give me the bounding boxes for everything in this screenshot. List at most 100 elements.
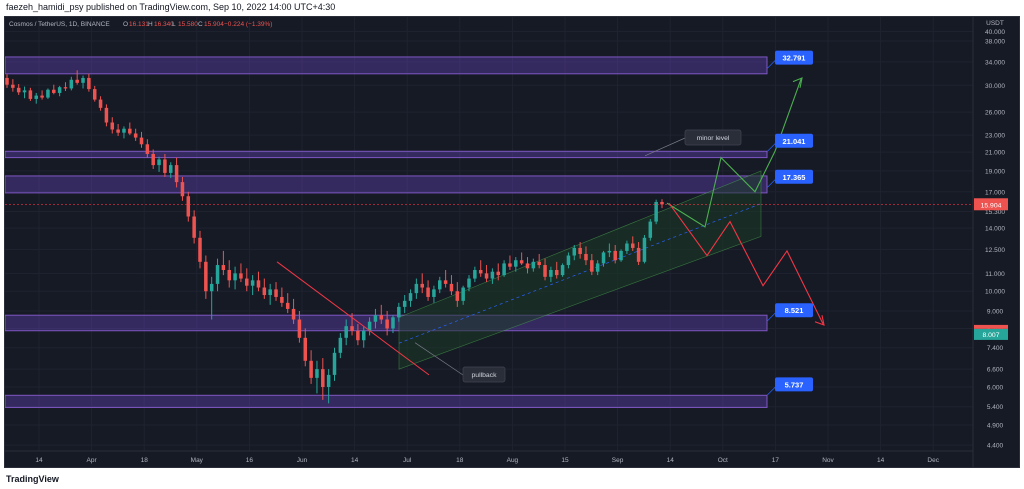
candle-body — [449, 283, 454, 292]
level-tag-label: 21.041 — [783, 137, 806, 146]
legend-o-label: O — [123, 21, 128, 28]
ohlc-legend: Cosmos / TetherUS, 1D, BINANCE O 16.131 … — [9, 21, 272, 28]
candle-body — [215, 265, 220, 284]
candle-body — [98, 99, 103, 108]
candle-body — [321, 369, 325, 387]
candle-body — [151, 153, 155, 166]
level-tag-box — [775, 50, 813, 65]
candle-body — [122, 128, 126, 133]
support-resistance-zones — [4, 56, 768, 408]
candle-body — [537, 261, 541, 266]
candle-body — [28, 90, 33, 99]
footer-bar: TradingView — [0, 470, 1024, 489]
candle-body — [461, 287, 465, 301]
candle-body — [262, 287, 267, 296]
candle-body — [116, 129, 120, 133]
candle-body — [654, 201, 658, 222]
tradingview-logo[interactable]: TradingView — [6, 474, 59, 484]
bullish-arrowhead — [792, 77, 803, 88]
x-tick-label: Apr — [87, 457, 98, 464]
candle-body — [566, 255, 571, 266]
channel-midline — [398, 203, 762, 344]
candle-body — [361, 330, 366, 341]
candle-body — [110, 122, 115, 130]
candle-body — [133, 133, 138, 138]
candle-body — [379, 315, 384, 320]
candle-body — [34, 95, 38, 99]
level-tag-label: 8.521 — [785, 306, 804, 315]
publisher-text: faezeh_hamidi_psy published on TradingVi… — [6, 2, 336, 12]
candle-body — [432, 289, 436, 297]
legend-h-label: H — [148, 21, 153, 28]
currency-label: USDT — [986, 20, 1004, 27]
candle-body — [619, 250, 623, 261]
price-chart[interactable]: minor level pullback 32.791 21.041 17.365 8.… — [4, 17, 1019, 467]
bearish-arrowhead — [814, 315, 825, 326]
candle-body — [391, 317, 395, 329]
x-tick-label: Oct — [718, 457, 728, 464]
candle-body — [57, 87, 62, 93]
level-tag-label: 17.365 — [783, 173, 806, 182]
candle-body — [484, 273, 489, 279]
candle-body — [607, 250, 612, 253]
candle-body — [22, 90, 27, 93]
y-tick-label: 40.000 — [985, 29, 1005, 36]
x-tick-label: Sep — [612, 457, 624, 464]
candle-body — [16, 87, 21, 93]
grid-lines — [5, 17, 973, 451]
x-tick-label: Dec — [927, 457, 939, 464]
candle-body — [613, 250, 617, 261]
candle-body — [280, 296, 284, 303]
candle-body — [274, 289, 278, 297]
secondary-price-marker — [974, 324, 1008, 329]
candle-body — [11, 84, 15, 88]
candle-body — [490, 271, 495, 279]
x-tick-label: 18 — [141, 457, 149, 464]
candle-body — [402, 300, 407, 307]
candle-body — [46, 89, 50, 98]
legend-c-value: 15.904 — [204, 21, 224, 28]
legend-c-label: C — [198, 21, 203, 28]
y-tick-label: 17.000 — [985, 189, 1005, 196]
candle-body — [519, 260, 524, 264]
level-tag-label: 5.737 — [785, 380, 804, 389]
level-zone — [4, 56, 768, 75]
candle-body — [502, 263, 506, 276]
candle-body — [531, 261, 536, 269]
chart-panel[interactable]: minor level pullback 32.791 21.041 17.365 8.… — [4, 16, 1020, 468]
y-tick-label: 19.000 — [985, 168, 1005, 175]
candle-body — [63, 87, 68, 89]
y-tick-label: 34.000 — [985, 59, 1005, 66]
candle-body — [268, 289, 272, 296]
x-tick-label: 14 — [351, 457, 359, 464]
candle-body — [356, 330, 360, 341]
candle-body — [104, 107, 109, 123]
last-price-badge — [974, 198, 1008, 211]
candle-body — [385, 319, 389, 329]
legend-l-label: L — [172, 21, 176, 28]
bearish-projection — [668, 202, 824, 325]
candle-body — [631, 243, 635, 248]
x-tick-label: 14 — [35, 457, 43, 464]
y-tick-label: 9.000 — [987, 308, 1004, 315]
candle-body — [168, 165, 173, 173]
price-axis[interactable]: USDT 38.000 34.000 30.000 26.000 23.000 21.000… — [972, 17, 1019, 467]
candle-body — [660, 201, 664, 205]
candle-body — [642, 237, 647, 262]
candle-body — [297, 319, 302, 338]
candle-body — [525, 263, 530, 269]
candle-body — [373, 315, 378, 322]
time-axis[interactable]: 14 Apr 18 May 16 Jun 14 Jul 18 Aug 15 Sep 14 Oct 17 Nov… — [5, 450, 973, 464]
level-tag-label: 32.791 — [783, 54, 806, 63]
x-tick-label: Jul — [403, 457, 412, 464]
level-zone — [4, 394, 768, 408]
candle-body — [75, 79, 79, 83]
minor-level-callout-box — [684, 129, 742, 146]
y-tick-label: 38.000 — [985, 39, 1005, 46]
candle-body — [584, 253, 588, 261]
candle-body — [326, 374, 331, 387]
candle-body — [572, 247, 577, 256]
chart-drawings: minor level pullback — [5, 77, 973, 383]
candle-body — [174, 165, 179, 183]
candle-body — [560, 265, 565, 276]
